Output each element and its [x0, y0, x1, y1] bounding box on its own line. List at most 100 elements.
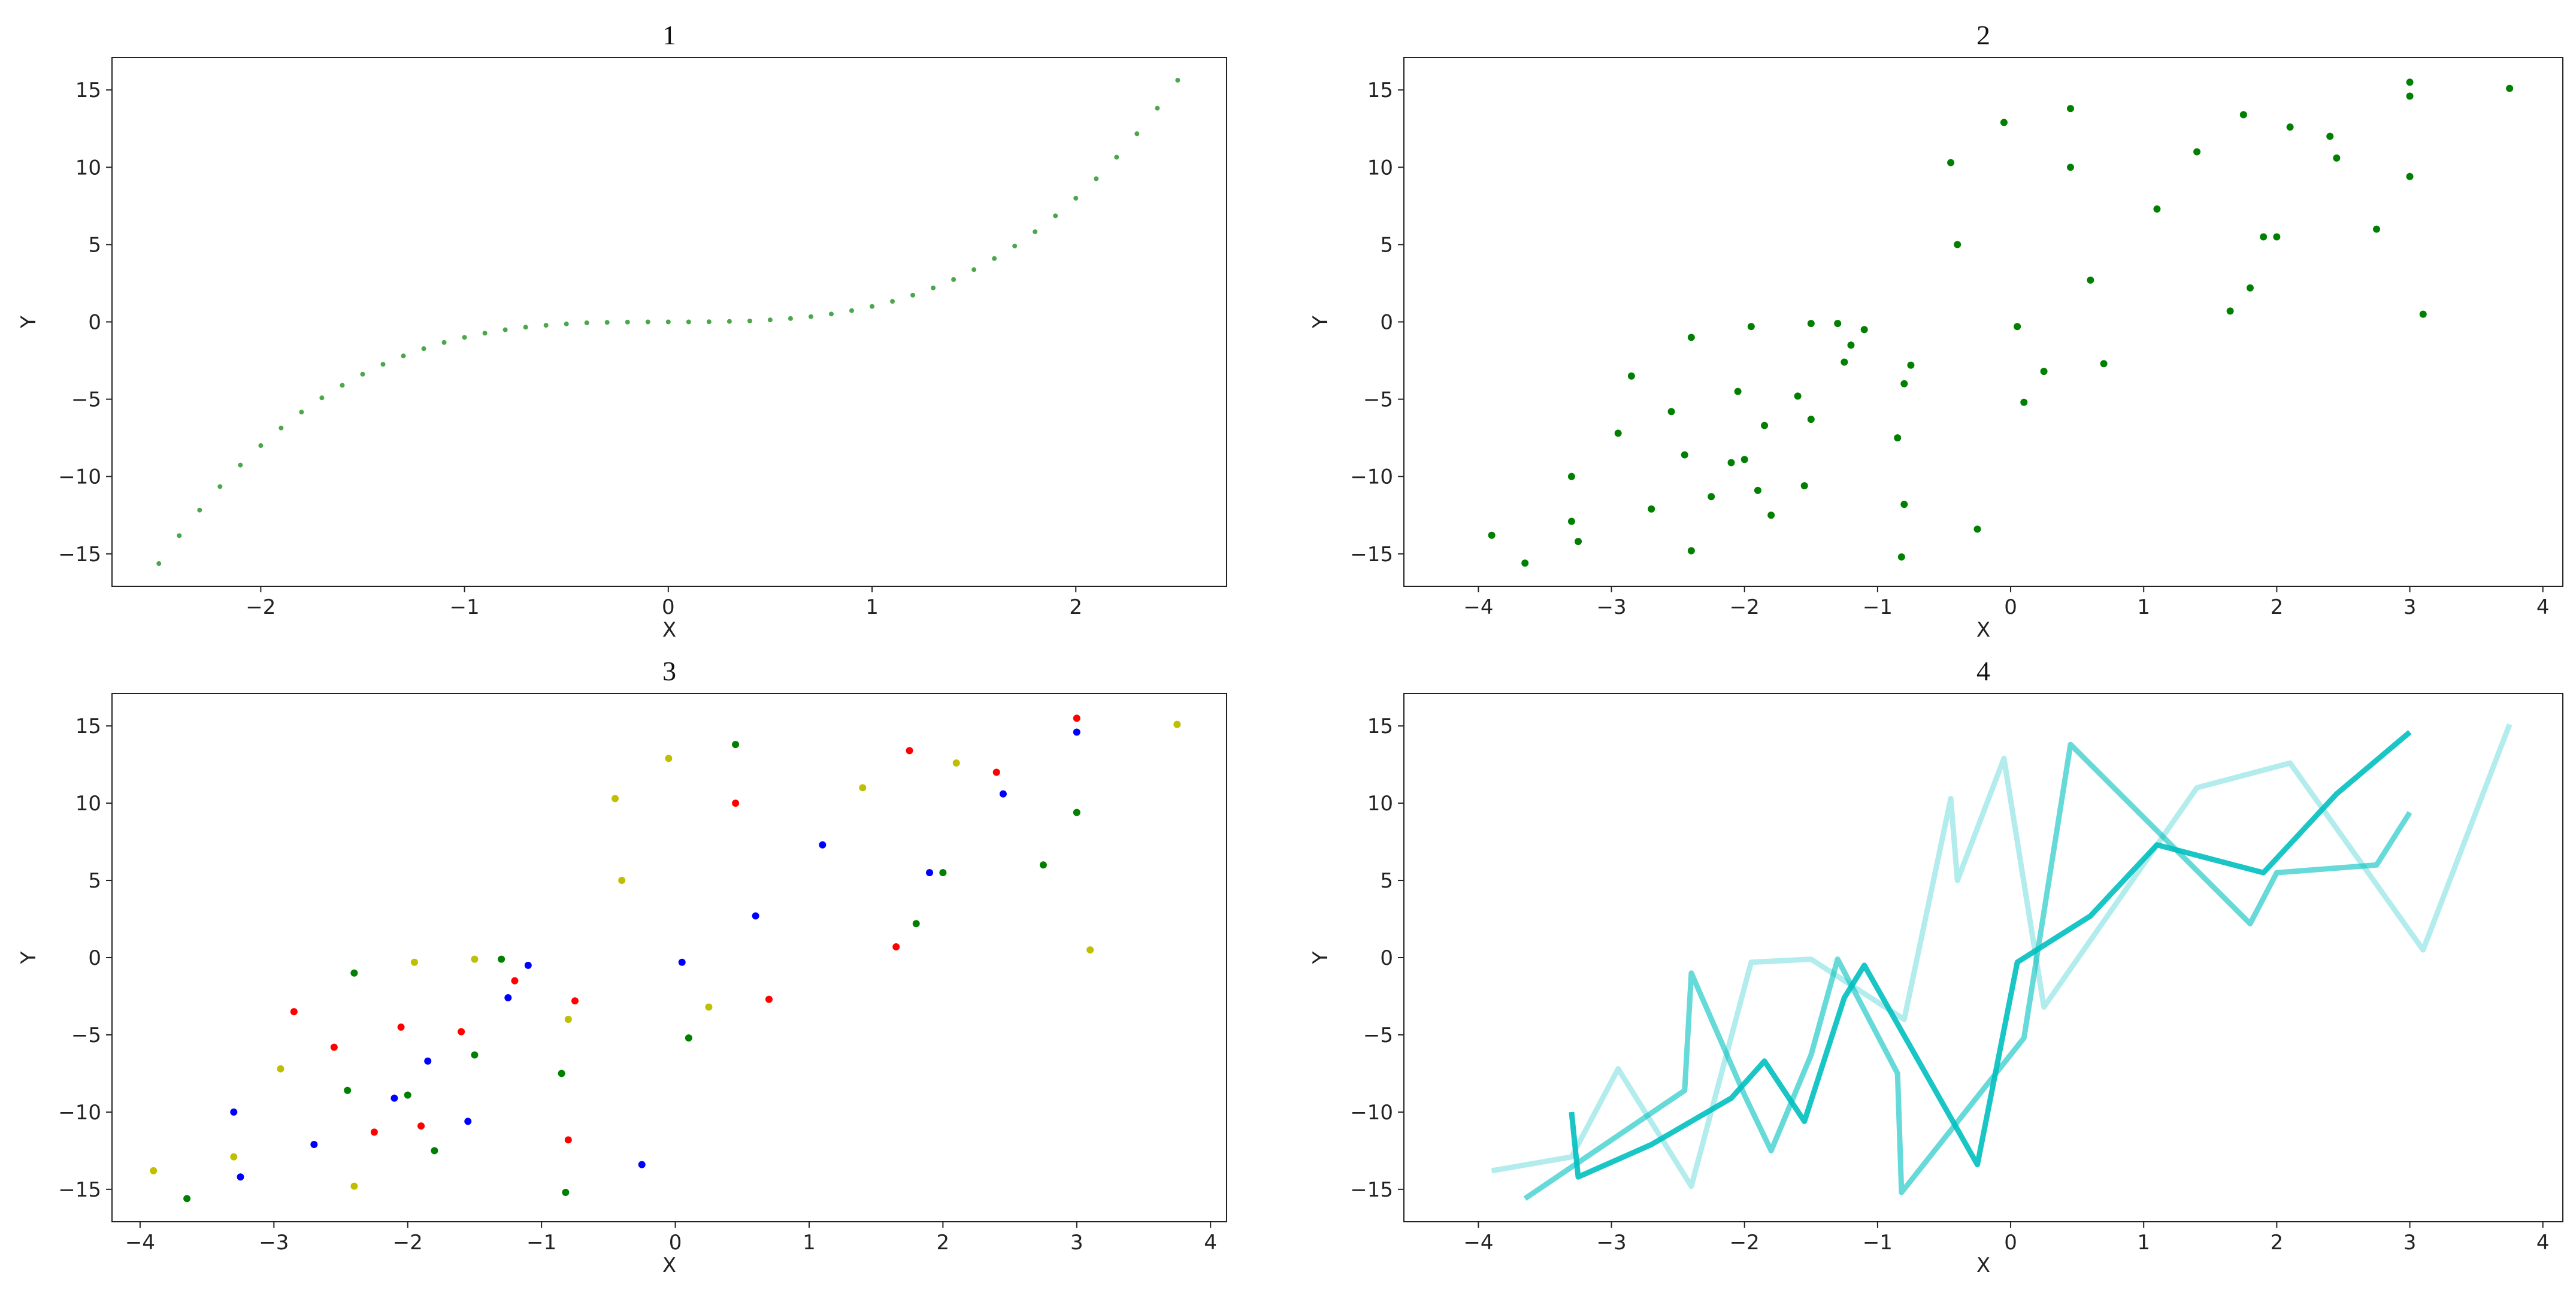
point — [1907, 361, 1915, 369]
subplot-title: 3 — [662, 656, 676, 686]
point — [1173, 720, 1181, 728]
x-tick-label: −1 — [1863, 1231, 1893, 1255]
point — [1073, 728, 1080, 736]
point — [612, 795, 619, 803]
x-tick-label: −4 — [1463, 595, 1493, 619]
x-tick-label: −2 — [1730, 595, 1760, 619]
point — [1086, 946, 1094, 954]
x-tick-label: 4 — [2536, 1231, 2550, 1255]
point — [564, 321, 569, 326]
point — [523, 325, 528, 330]
point — [503, 327, 508, 332]
point — [2226, 307, 2234, 315]
point — [290, 1008, 298, 1016]
point — [618, 877, 626, 885]
point — [1073, 714, 1080, 722]
point — [156, 561, 162, 567]
y-axis-label: Y — [1309, 951, 1333, 964]
point — [1114, 155, 1119, 160]
point — [2020, 398, 2028, 406]
point — [464, 1118, 472, 1125]
x-tick-label: −3 — [259, 1231, 289, 1255]
point — [2067, 163, 2075, 171]
point — [910, 292, 916, 298]
y-tick-label: −5 — [71, 1024, 101, 1047]
point — [441, 340, 447, 345]
point — [1094, 176, 1099, 181]
x-tick-label: 1 — [803, 1231, 816, 1255]
point — [1033, 229, 1038, 234]
y-tick-label: 10 — [1367, 156, 1393, 180]
point — [890, 299, 895, 304]
point — [2506, 84, 2514, 92]
y-tick-label: 15 — [1367, 714, 1393, 738]
point — [2406, 172, 2414, 180]
point — [819, 841, 827, 849]
point — [1807, 416, 1815, 423]
point — [150, 1167, 158, 1174]
x-tick-label: −3 — [1597, 1231, 1627, 1255]
x-tick-label: 4 — [1204, 1231, 1217, 1255]
y-tick-label: −5 — [1363, 1024, 1393, 1047]
x-axis-label: X — [1976, 618, 1990, 642]
y-tick-label: 0 — [88, 946, 101, 970]
point — [350, 969, 358, 977]
point — [482, 331, 488, 336]
point — [1807, 320, 1815, 328]
axes-frame — [1403, 57, 2563, 587]
point — [1900, 501, 1908, 508]
point — [625, 319, 630, 325]
point — [2326, 132, 2334, 140]
point — [1039, 861, 1047, 869]
point — [1521, 559, 1529, 567]
point — [1073, 195, 1079, 201]
point — [2087, 276, 2094, 284]
point — [849, 308, 854, 313]
point — [2333, 154, 2341, 162]
point — [705, 1003, 713, 1011]
point — [183, 1195, 191, 1203]
x-tick-label: −1 — [450, 595, 480, 619]
point — [238, 462, 243, 468]
point — [2067, 105, 2075, 113]
point — [417, 1122, 425, 1130]
subplot-title: 4 — [1976, 656, 1990, 686]
point — [471, 955, 479, 963]
point — [277, 1065, 284, 1073]
point — [404, 1091, 411, 1099]
point — [462, 335, 467, 340]
point — [1727, 459, 1735, 467]
point — [828, 311, 834, 317]
point — [706, 319, 712, 325]
axes-frame — [111, 57, 1227, 587]
x-axis-label: X — [662, 618, 676, 642]
point — [808, 314, 813, 319]
point — [1734, 387, 1742, 395]
point — [230, 1153, 238, 1161]
x-tick-label: 3 — [2404, 595, 2417, 619]
point — [299, 410, 304, 415]
point — [1648, 505, 1655, 513]
y-tick-label: 0 — [1380, 311, 1393, 335]
point — [1847, 341, 1855, 349]
point — [1860, 326, 1868, 334]
point — [2419, 310, 2427, 318]
y-tick-label: −15 — [58, 1178, 101, 1202]
point — [1627, 372, 1635, 380]
point — [391, 1094, 398, 1102]
point — [912, 920, 920, 928]
point — [1687, 334, 1695, 341]
point — [1488, 531, 1496, 539]
point — [1761, 422, 1769, 429]
point — [727, 319, 732, 324]
point — [686, 319, 691, 325]
x-tick-label: 3 — [2404, 1231, 2417, 1255]
point — [645, 319, 650, 325]
point — [401, 353, 406, 359]
point — [2239, 111, 2247, 119]
point — [1767, 511, 1775, 519]
point — [931, 285, 936, 290]
y-tick-label: 5 — [1380, 233, 1393, 257]
point — [279, 425, 284, 431]
y-tick-label: 5 — [88, 869, 101, 893]
